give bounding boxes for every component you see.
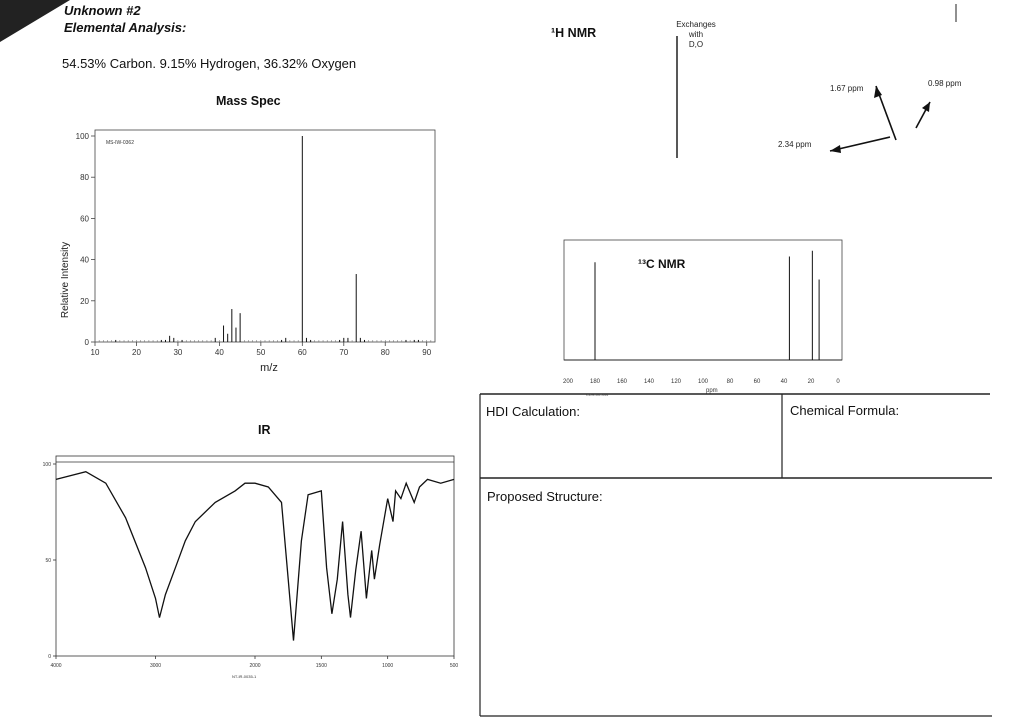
ir-spectrum-line — [55, 471, 455, 641]
ir-footer-code: NT-IR-0035-1 — [232, 674, 257, 679]
arrow-head-0-98 — [922, 102, 930, 112]
c-nmr-xtick-label: 80 — [727, 379, 734, 385]
ir-yaxis: 100 50 0 — [43, 462, 56, 660]
peak-label-0-98: 0.98 ppm — [928, 79, 962, 88]
ms-peaks — [115, 136, 419, 342]
c-nmr-xtick-label: 140 — [644, 379, 655, 385]
chemical-formula-field[interactable]: Chemical Formula: — [790, 403, 900, 418]
ir-xaxis: 4000 3000 2000 1500 1000 500 — [50, 656, 458, 669]
c-nmr-title: ¹³C NMR — [638, 257, 686, 271]
ms-xtick-label: 80 — [381, 348, 390, 357]
ir-ytick-label: 50 — [45, 558, 51, 564]
ms-sample-id: MS-IW-0362 — [106, 140, 134, 146]
elemental-analysis-label: Elemental Analysis: — [64, 20, 187, 35]
scan-corner-mark — [0, 0, 70, 42]
h-nmr-annotations — [676, 4, 957, 158]
c-nmr-peaks — [594, 250, 820, 360]
c-nmr-xlabel: ppm — [706, 388, 718, 394]
ir-xtick-label: 2000 — [249, 663, 260, 669]
ir-title: IR — [258, 423, 271, 437]
ir-xtick-label: 500 — [450, 663, 459, 669]
c-nmr-xtick-label: 60 — [754, 379, 761, 385]
ms-xaxis: 10 20 30 40 50 60 70 80 90 — [91, 340, 436, 357]
arrow-head-1-67 — [874, 86, 882, 98]
arrow-head-2-34 — [830, 145, 841, 153]
ms-xtick-label: 60 — [298, 348, 307, 357]
ms-xtick-label: 50 — [256, 348, 265, 357]
c-nmr-xtick-label: 20 — [808, 379, 815, 385]
ms-yaxis: 0 20 40 60 80 100 — [76, 132, 95, 347]
d2o-note-line1: Exchanges — [676, 20, 716, 29]
hdi-calculation-field[interactable]: HDI Calculation: — [486, 404, 580, 419]
c-nmr-xtick-label: 120 — [671, 379, 682, 385]
unknown-title: Unknown #2 — [64, 3, 141, 18]
ir-ytick-label: 0 — [48, 654, 51, 660]
ms-ytick-label: 40 — [80, 256, 89, 265]
ms-xtick-label: 70 — [339, 348, 348, 357]
ir-frame — [55, 455, 455, 657]
d2o-note-line3: D,O — [688, 40, 704, 49]
d2o-note: Exchanges with D,O — [671, 20, 721, 50]
c-nmr-xtick-label: 180 — [590, 379, 601, 385]
elemental-composition: 54.53% Carbon. 9.15% Hydrogen, 36.32% Ox… — [62, 56, 357, 71]
ir-xtick-label: 4000 — [50, 663, 61, 669]
peak-label-1-67: 1.67 ppm — [830, 84, 864, 93]
title-block: Unknown #2 Elemental Analysis: — [64, 2, 186, 36]
ms-xtick-label: 40 — [215, 348, 224, 357]
c-nmr-frame — [563, 239, 843, 361]
ir-xtick-label: 3000 — [150, 663, 161, 669]
mass-spec-chart: Relative Intensity MS-IW-0362 0204060801… — [60, 129, 436, 374]
ir-ytick-label: 100 — [43, 462, 52, 468]
ms-plot-frame — [94, 129, 436, 343]
ms-xtick-label: 30 — [173, 348, 182, 357]
mass-spec-title: Mass Spec — [216, 94, 281, 108]
c-nmr-xtick-label: 40 — [781, 379, 788, 385]
ms-xlabel: m/z — [260, 362, 278, 374]
c-nmr-xtick-label: 160 — [617, 379, 628, 385]
c-nmr-xaxis: 200 180 160 140 120 100 80 60 40 20 0 — [563, 379, 840, 385]
h-nmr-title: ¹H NMR — [551, 26, 597, 40]
ir-xtick-label: 1000 — [382, 663, 393, 669]
ms-ytick-label: 80 — [80, 173, 89, 182]
ms-xtick-label: 20 — [132, 348, 141, 357]
proposed-structure-field[interactable]: Proposed Structure: — [487, 489, 603, 504]
c-nmr-xtick-label: 100 — [698, 379, 709, 385]
peak-label-2-34: 2.34 ppm — [778, 140, 812, 149]
ms-ytick-label: 60 — [80, 214, 89, 223]
ms-ytick-label: 0 — [85, 338, 90, 347]
ms-ytick-label: 100 — [76, 132, 90, 141]
ir-xtick-label: 1500 — [316, 663, 327, 669]
ms-xtick-label: 10 — [91, 348, 100, 357]
ms-xtick-label: 90 — [422, 348, 431, 357]
ms-ylabel: Relative Intensity — [60, 242, 71, 318]
c-nmr-xtick-label: 0 — [836, 379, 840, 385]
d2o-note-line2: with — [688, 30, 704, 39]
answer-grid — [479, 393, 992, 717]
ms-ytick-label: 20 — [80, 297, 89, 306]
c-nmr-xtick-label: 200 — [563, 379, 574, 385]
